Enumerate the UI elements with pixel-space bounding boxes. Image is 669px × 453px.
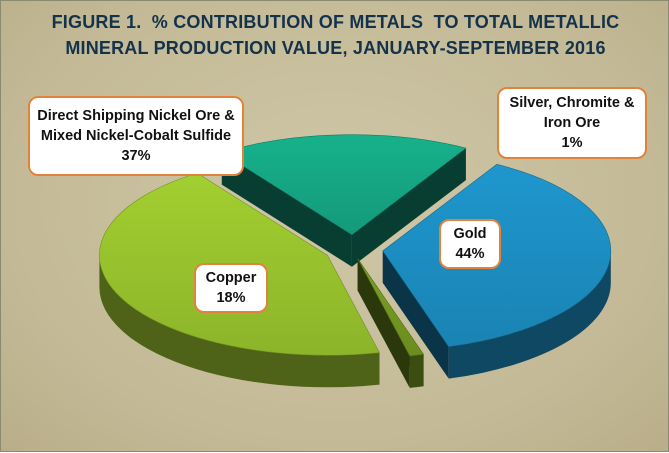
callout-gold-value: 44% <box>455 246 485 262</box>
slice-cut-face <box>382 250 449 379</box>
callout-silver-value: 1% <box>561 135 583 151</box>
callout-nickel-value: 37% <box>121 148 151 164</box>
callout-silver: Silver, Chromite & Iron Ore 1% <box>497 87 647 159</box>
callout-nickel-line-2: Mixed Nickel-Cobalt Sulfide <box>40 128 232 144</box>
callout-nickel-line-1: Direct Shipping Nickel Ore & <box>37 108 235 124</box>
slice-cut-face <box>221 152 352 267</box>
slice-wall <box>409 354 424 388</box>
slice-cut-face <box>357 258 410 388</box>
slice-silver-chromite-iron <box>357 258 425 357</box>
slice-wall <box>448 250 611 379</box>
chart-title-line-1: FIGURE 1. % CONTRIBUTION OF METALS TO TO… <box>51 12 620 32</box>
callout-silver-line-2: Iron Ore <box>543 115 601 131</box>
callout-copper-value: 18% <box>216 290 246 306</box>
slice-cut-face <box>351 148 466 267</box>
callout-copper: Copper 18% <box>194 263 268 313</box>
callout-gold: Gold 44% <box>439 219 501 269</box>
callout-copper-line-1: Copper <box>205 270 257 286</box>
callout-nickel: Direct Shipping Nickel Ore & Mixed Nicke… <box>28 96 244 176</box>
chart-title-line-2: MINERAL PRODUCTION VALUE, JANUARY-SEPTEM… <box>65 38 606 58</box>
callout-gold-line-1: Gold <box>453 226 487 242</box>
chart-title: FIGURE 1. % CONTRIBUTION OF METALS TO TO… <box>1 9 669 61</box>
callout-silver-line-1: Silver, Chromite & <box>509 95 635 111</box>
slice-copper <box>221 134 467 236</box>
slice-wall <box>99 255 380 388</box>
